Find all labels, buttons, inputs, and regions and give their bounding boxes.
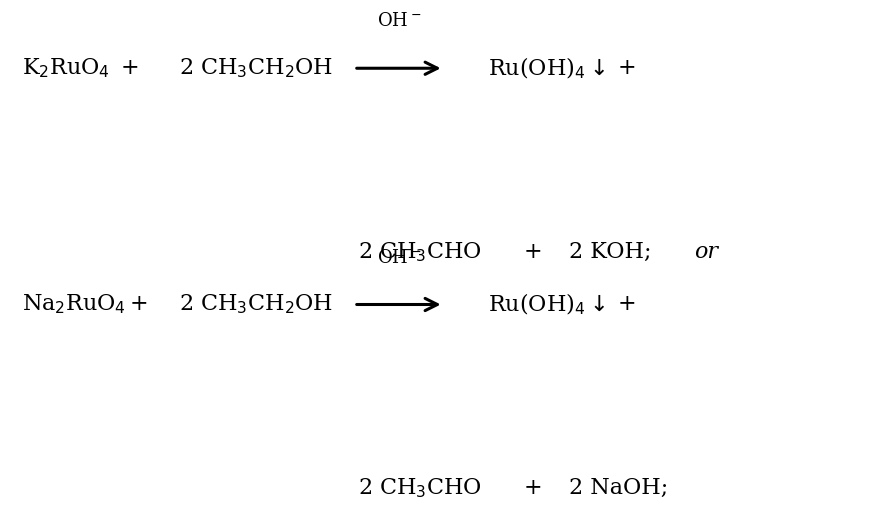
- Text: 2 CH$_3$CHO: 2 CH$_3$CHO: [358, 477, 482, 500]
- Text: 2 CH$_3$CHO: 2 CH$_3$CHO: [358, 240, 482, 264]
- Text: 2 CH$_3$CH$_2$OH: 2 CH$_3$CH$_2$OH: [179, 293, 333, 316]
- Text: K$_2$RuO$_4$: K$_2$RuO$_4$: [22, 57, 110, 80]
- Text: Ru(OH)$_4$$\downarrow$: Ru(OH)$_4$$\downarrow$: [488, 292, 606, 317]
- Text: Na$_2$RuO$_4$: Na$_2$RuO$_4$: [22, 293, 126, 316]
- Text: +: +: [130, 293, 148, 316]
- Text: OH$^-$: OH$^-$: [376, 249, 421, 267]
- Text: +: +: [618, 57, 636, 79]
- Text: OH$^-$: OH$^-$: [376, 13, 421, 30]
- Text: +: +: [618, 293, 636, 316]
- Text: 2 KOH;: 2 KOH;: [569, 241, 651, 263]
- Text: 2 NaOH;: 2 NaOH;: [569, 477, 668, 499]
- Text: or: or: [694, 241, 719, 263]
- Text: +: +: [524, 477, 542, 499]
- Text: Ru(OH)$_4$$\downarrow$: Ru(OH)$_4$$\downarrow$: [488, 56, 606, 81]
- Text: +: +: [524, 241, 542, 263]
- Text: +: +: [121, 57, 139, 79]
- Text: 2 CH$_3$CH$_2$OH: 2 CH$_3$CH$_2$OH: [179, 57, 333, 80]
